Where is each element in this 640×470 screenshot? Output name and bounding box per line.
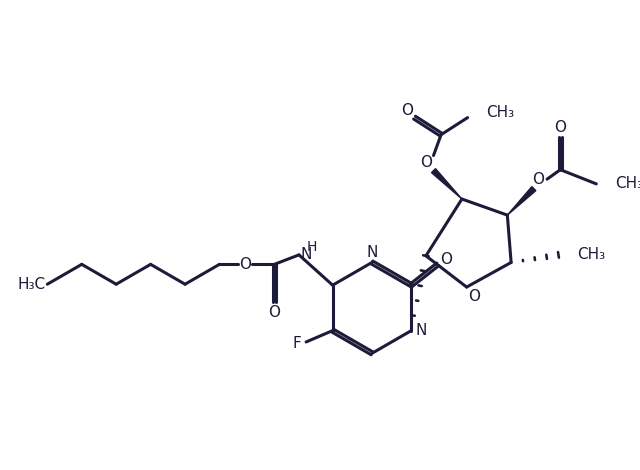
Text: CH₃: CH₃ — [486, 105, 515, 120]
Text: CH₃: CH₃ — [577, 247, 605, 262]
Text: O: O — [268, 305, 280, 320]
Text: N: N — [301, 247, 312, 262]
Text: O: O — [532, 172, 545, 187]
Text: O: O — [401, 102, 413, 118]
Text: O: O — [420, 155, 432, 170]
Text: O: O — [554, 119, 566, 134]
Polygon shape — [431, 169, 462, 199]
Text: H: H — [307, 240, 317, 254]
Polygon shape — [508, 187, 536, 215]
Text: O: O — [468, 289, 480, 304]
Text: N: N — [415, 323, 426, 338]
Text: H₃C: H₃C — [17, 277, 45, 292]
Text: O: O — [239, 257, 251, 272]
Text: F: F — [292, 337, 301, 352]
Text: CH₃: CH₃ — [615, 176, 640, 191]
Text: O: O — [440, 252, 452, 267]
Text: N: N — [366, 244, 378, 259]
